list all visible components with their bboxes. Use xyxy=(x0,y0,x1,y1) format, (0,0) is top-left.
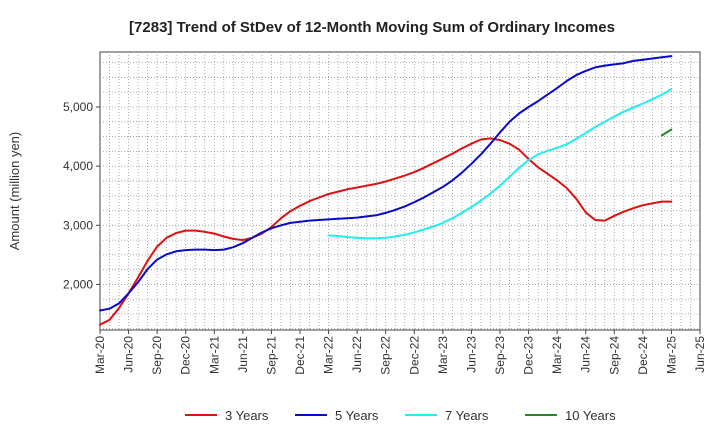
x-tick-label: Mar-24 xyxy=(550,336,564,374)
x-tick-label: Sep-21 xyxy=(264,336,278,375)
x-tick-label: Mar-20 xyxy=(93,336,107,374)
y-axis-ticks: 2,000 3,000 4,000 5,000 xyxy=(63,100,100,291)
x-tick-label: Dec-23 xyxy=(522,336,536,375)
y-tick-label: 3,000 xyxy=(63,218,93,232)
y-tick-label: 2,000 xyxy=(63,277,93,291)
x-tick-label: Jun-25 xyxy=(693,336,707,373)
x-tick-label: Mar-21 xyxy=(207,336,221,374)
x-tick-label: Jun-22 xyxy=(350,336,364,373)
x-tick-label: Sep-24 xyxy=(607,336,621,375)
x-tick-label: Jun-23 xyxy=(464,336,478,373)
x-tick-label: Sep-20 xyxy=(150,336,164,375)
grid-lines xyxy=(100,52,700,330)
legend-label-7-years: 7 Years xyxy=(445,408,489,423)
plot-area xyxy=(99,51,701,331)
legend: 3 Years 5 Years 7 Years 10 Years xyxy=(185,408,616,423)
x-tick-label: Dec-24 xyxy=(636,336,650,375)
x-tick-label: Jun-20 xyxy=(122,336,136,373)
y-axis-label: Amount (million yen) xyxy=(7,132,22,251)
series-line-3-years xyxy=(99,137,673,326)
series-line-10-years xyxy=(660,128,673,137)
series-line-7-years xyxy=(327,88,673,240)
x-tick-label: Dec-21 xyxy=(293,336,307,375)
x-tick-label: Mar-22 xyxy=(322,336,336,374)
series-line-5-years xyxy=(99,55,673,312)
x-tick-label: Jun-21 xyxy=(236,336,250,373)
x-tick-label: Sep-22 xyxy=(379,336,393,375)
x-tick-label: Sep-23 xyxy=(493,336,507,375)
x-tick-label: Jun-24 xyxy=(579,336,593,373)
x-tick-label: Dec-20 xyxy=(179,336,193,375)
x-tick-label: Mar-23 xyxy=(436,336,450,374)
x-tick-label: Mar-25 xyxy=(664,336,678,374)
legend-label-5-years: 5 Years xyxy=(335,408,379,423)
x-axis-ticks: Mar-20 Jun-20 Sep-20 Dec-20 Mar-21 Jun-21 Sep-… xyxy=(93,330,707,375)
chart-title: [7283] Trend of StDev of 12-Month Moving… xyxy=(129,19,615,36)
y-tick-label: 5,000 xyxy=(63,100,93,114)
series-lines xyxy=(99,55,673,326)
x-tick-label: Dec-22 xyxy=(407,336,421,375)
y-tick-label: 4,000 xyxy=(63,159,93,173)
legend-label-3-years: 3 Years xyxy=(225,408,269,423)
legend-label-10-years: 10 Years xyxy=(565,408,616,423)
